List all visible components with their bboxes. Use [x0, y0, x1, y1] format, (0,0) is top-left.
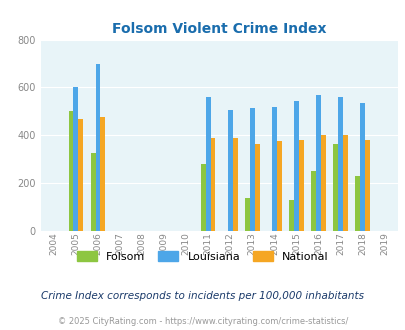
Bar: [73, 87, 78, 231]
Bar: [200, 164, 205, 231]
Bar: [68, 112, 73, 231]
Bar: [90, 153, 95, 231]
Bar: [359, 103, 364, 231]
Bar: [271, 107, 276, 231]
Bar: [337, 97, 342, 231]
Bar: [95, 64, 100, 231]
Bar: [210, 138, 215, 231]
Bar: [78, 118, 83, 231]
Bar: [288, 200, 293, 231]
Bar: [342, 135, 347, 231]
Bar: [205, 97, 210, 231]
Bar: [232, 138, 237, 231]
Text: Crime Index corresponds to incidents per 100,000 inhabitants: Crime Index corresponds to incidents per…: [41, 291, 364, 301]
Bar: [354, 176, 359, 231]
Bar: [364, 140, 369, 231]
Bar: [249, 108, 254, 231]
Bar: [254, 144, 259, 231]
Bar: [227, 110, 232, 231]
Bar: [298, 140, 303, 231]
Bar: [311, 171, 315, 231]
Bar: [315, 95, 320, 231]
Title: Folsom Violent Crime Index: Folsom Violent Crime Index: [112, 22, 326, 36]
Legend: Folsom, Louisiana, National: Folsom, Louisiana, National: [72, 247, 333, 267]
Bar: [276, 141, 281, 231]
Bar: [320, 135, 325, 231]
Bar: [333, 144, 337, 231]
Bar: [293, 101, 298, 231]
Bar: [245, 197, 249, 231]
Text: © 2025 CityRating.com - https://www.cityrating.com/crime-statistics/: © 2025 CityRating.com - https://www.city…: [58, 317, 347, 326]
Bar: [100, 117, 105, 231]
